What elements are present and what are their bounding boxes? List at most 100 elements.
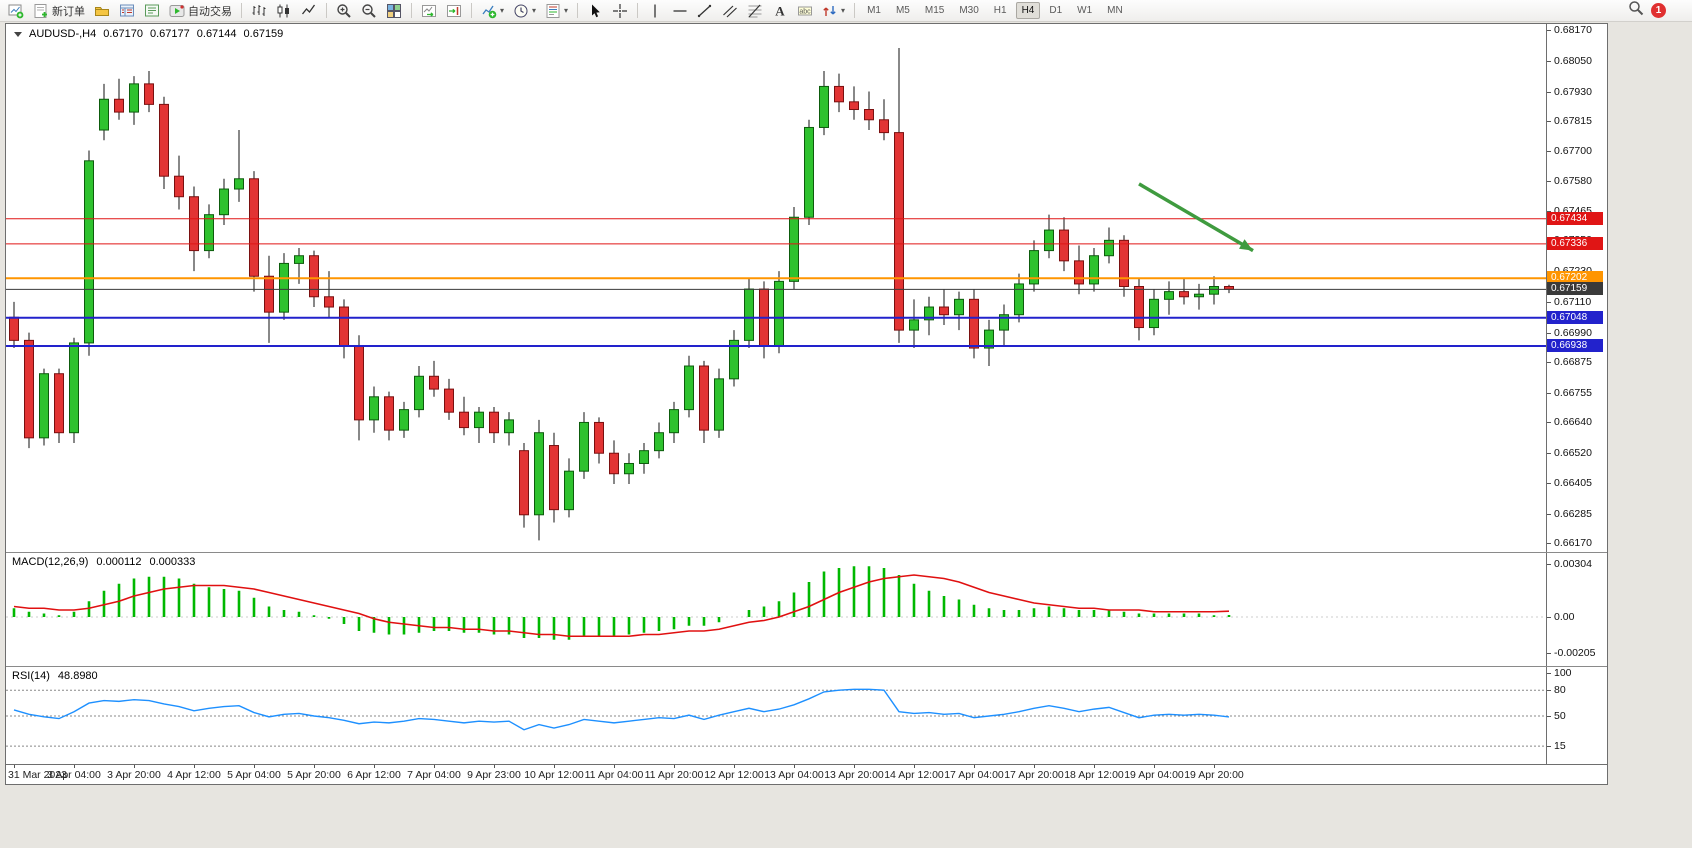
macd-tick: 0.00: [1554, 611, 1575, 623]
candle: [249, 171, 259, 292]
zoom-in-icon[interactable]: [332, 1, 356, 21]
timeframe-w1[interactable]: W1: [1077, 5, 1093, 16]
chevron-down-icon[interactable]: [14, 31, 22, 37]
autotrading-button[interactable]: 自动交易: [165, 1, 236, 21]
rsi-canvas[interactable]: [6, 667, 1546, 764]
macd-canvas[interactable]: [6, 553, 1546, 666]
time-label: 3 Apr 20:00: [107, 769, 161, 781]
bar-chart-icon[interactable]: [247, 1, 271, 21]
profiles-icon[interactable]: [90, 1, 114, 21]
panel-splitter[interactable]: [6, 666, 1607, 667]
axis-tickmark: [1547, 30, 1551, 31]
candle: [114, 78, 124, 120]
timeframe-mn[interactable]: MN: [1107, 5, 1123, 16]
ohlc-close: 0.67159: [243, 28, 284, 40]
crosshair-icon[interactable]: [608, 1, 632, 21]
auto-scroll-icon[interactable]: [417, 1, 441, 21]
candlestick-chart-icon[interactable]: [272, 1, 296, 21]
trendline-icon[interactable]: [693, 1, 717, 21]
axis-tickmark: [1547, 543, 1551, 544]
chevron-down-icon[interactable]: ▾: [532, 6, 537, 15]
chevron-down-icon[interactable]: ▾: [564, 6, 569, 15]
timeframe-m30[interactable]: M30: [959, 5, 979, 16]
macd-axis[interactable]: 0.00304 0.00 -0.00205: [1546, 553, 1607, 666]
rsi-panel[interactable]: 100 80 50 15 RSI(14) 48.8980: [6, 667, 1607, 764]
line-chart-icon[interactable]: [297, 1, 321, 21]
candle: [594, 417, 604, 464]
time-axis[interactable]: 31 Mar 2023 3 Apr 04:00 3 Apr 20:00 4 Apr 1…: [6, 764, 1607, 784]
price-tick: 0.66285: [1554, 507, 1592, 520]
candle: [219, 178, 229, 225]
panel-splitter[interactable]: [6, 552, 1607, 553]
text-label-icon[interactable]: abc: [793, 1, 817, 21]
ohlc-low: 0.67144: [196, 28, 237, 40]
candle: [954, 291, 964, 331]
tile-windows-icon[interactable]: [382, 1, 406, 21]
candle: [9, 301, 19, 349]
vertical-line-icon[interactable]: [643, 1, 667, 21]
candle: [1149, 289, 1159, 336]
templates-icon[interactable]: ▾: [541, 1, 572, 21]
timeframe-m15[interactable]: M15: [924, 5, 945, 16]
svg-text:A: A: [775, 3, 785, 18]
axis-tickmark: [1547, 392, 1551, 394]
shift-icon: [446, 3, 462, 19]
market-watch-icon[interactable]: [115, 1, 139, 21]
time-tickmark: [794, 765, 795, 768]
navigator-icon[interactable]: [140, 1, 164, 21]
axis-tickmark: [1547, 652, 1551, 654]
price-tick: 0.68170: [1554, 24, 1592, 36]
rsi-axis[interactable]: 100 80 50 15: [1546, 667, 1607, 764]
trend-arrow[interactable]: [1138, 182, 1254, 253]
time-label: 17 Apr 20:00: [1004, 769, 1064, 781]
chevron-down-icon[interactable]: ▾: [841, 6, 846, 15]
timeframe-h4[interactable]: H4: [1015, 2, 1041, 19]
price-tag: 0.66938: [1547, 339, 1603, 352]
axis-tickmark: [1547, 150, 1551, 152]
arrows-icon[interactable]: ▾: [818, 1, 849, 21]
candle: [189, 186, 199, 272]
horizontal-line-icon[interactable]: [668, 1, 692, 21]
time-tickmark: [494, 765, 495, 768]
chart-shift-icon[interactable]: [442, 1, 466, 21]
rsi-line: [13, 688, 1230, 731]
timeframe-m1[interactable]: M1: [867, 5, 881, 16]
timeframe-d1[interactable]: D1: [1049, 5, 1063, 16]
indicators-icon[interactable]: ▾: [477, 1, 508, 21]
search-icon[interactable]: [1628, 0, 1644, 21]
cursor-icon[interactable]: [583, 1, 607, 21]
time-label: 13 Apr 20:00: [824, 769, 884, 781]
periods-icon[interactable]: ▾: [509, 1, 540, 21]
equidistant-channel-icon[interactable]: [718, 1, 742, 21]
time-tickmark: [134, 765, 135, 768]
macd-panel[interactable]: 0.00304 0.00 -0.00205 MACD(12,26,9) 0.0001…: [6, 553, 1607, 666]
main-chart-panel[interactable]: 0.68170 0.68050 0.67930 0.67815 0.67700 0.675…: [6, 24, 1607, 552]
button-label: 自动交易: [188, 5, 232, 18]
timeframe-m5[interactable]: M5: [895, 5, 910, 16]
new-chart-icon[interactable]: [4, 1, 28, 21]
text-icon[interactable]: A: [768, 1, 792, 21]
candle: [264, 255, 274, 343]
chevron-down-icon[interactable]: ▾: [500, 6, 505, 15]
zoom-out-icon[interactable]: [357, 1, 381, 21]
macd-name: MACD(12,26,9): [12, 556, 89, 568]
price-axis[interactable]: 0.68170 0.68050 0.67930 0.67815 0.67700 0.675…: [1546, 24, 1607, 552]
price-tag: 0.67048: [1547, 310, 1603, 324]
candle: [654, 422, 664, 459]
candle: [699, 360, 709, 443]
rsi-label: RSI(14) 48.8980: [12, 670, 98, 682]
axis-tickmark: [1547, 60, 1551, 62]
timeframe-h1[interactable]: H1: [993, 5, 1007, 16]
notification-badge[interactable]: 1: [1651, 3, 1666, 18]
price-tick: 0.68050: [1554, 54, 1592, 67]
candle: [849, 86, 859, 120]
ohlc-high: 0.67177: [150, 28, 190, 40]
fibonacci-icon[interactable]: [743, 1, 767, 21]
macd-tick: 0.00304: [1554, 557, 1592, 570]
candlestick-series: [9, 47, 1234, 541]
main-chart-canvas[interactable]: [6, 24, 1546, 552]
candle: [234, 130, 244, 202]
price-tick: 0.66520: [1554, 447, 1592, 460]
time-tickmark: [1214, 765, 1215, 768]
new-order-button[interactable]: 新订单: [29, 1, 89, 21]
